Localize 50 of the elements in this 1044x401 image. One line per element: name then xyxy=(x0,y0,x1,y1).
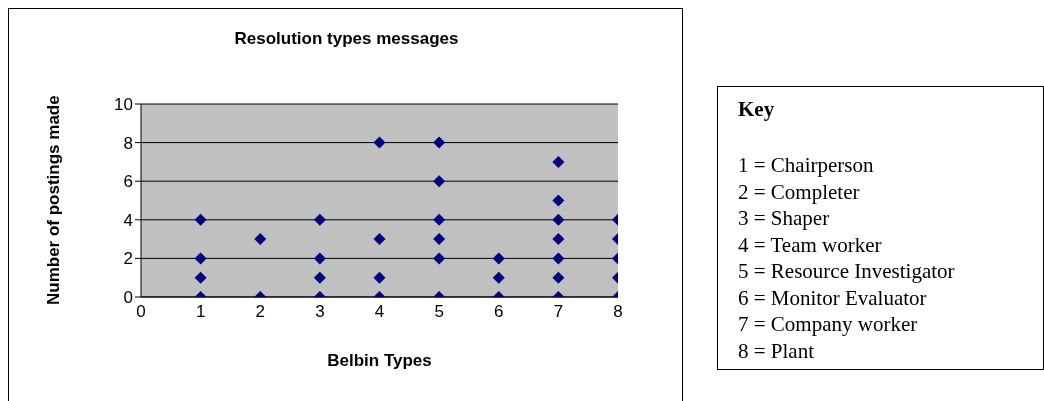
y-tick-label: 2 xyxy=(123,249,133,269)
point xyxy=(313,252,326,265)
x-tick-label: 5 xyxy=(434,302,444,322)
text: 4 = Team worker xyxy=(738,231,883,258)
x-tick-label: 2 xyxy=(255,302,265,322)
y-tick-label: 6 xyxy=(123,172,133,192)
y-tick-label: 10 xyxy=(114,95,133,115)
y-tick-label: 4 xyxy=(123,210,133,230)
point xyxy=(313,271,326,284)
point xyxy=(552,155,565,168)
point xyxy=(373,233,386,246)
point xyxy=(254,233,267,246)
x-tick-label: 7 xyxy=(553,302,564,322)
point xyxy=(194,213,207,226)
text: 8 = Plant xyxy=(738,337,815,364)
point xyxy=(194,252,207,265)
point xyxy=(552,252,565,265)
y-tick-label: 8 xyxy=(123,133,133,153)
text: 7 = Company worker xyxy=(738,311,919,338)
y-axis-title: Number of postings made xyxy=(44,95,64,305)
point xyxy=(433,213,446,226)
x-tick-label: 1 xyxy=(195,302,206,322)
point xyxy=(433,233,446,246)
point xyxy=(433,175,446,188)
x-tick-label: 4 xyxy=(374,302,385,322)
point xyxy=(552,233,565,246)
point xyxy=(194,271,207,284)
point xyxy=(492,271,505,284)
point xyxy=(313,213,326,226)
point xyxy=(433,136,446,149)
x-tick-label: 6 xyxy=(494,302,504,322)
point xyxy=(373,136,386,149)
x-axis-title: Belbin Types xyxy=(326,351,433,371)
x-tick-label: 3 xyxy=(315,302,325,322)
point xyxy=(552,271,565,284)
point xyxy=(492,252,505,265)
y-tick-label: 0 xyxy=(123,288,133,308)
x-tick-label: 0 xyxy=(136,302,146,322)
x-tick-label: 8 xyxy=(613,302,623,322)
text: 1 = Chairperson xyxy=(738,152,875,179)
text: 3 = Shaper xyxy=(738,205,831,232)
point xyxy=(552,194,565,207)
point xyxy=(552,213,565,226)
point xyxy=(373,271,386,284)
text: 5 = Resource Investigator xyxy=(738,258,956,285)
chart-title: Resolution types messages xyxy=(233,29,460,49)
text: Key xyxy=(738,97,776,122)
text: 6 = Monitor Evaluator xyxy=(738,284,928,311)
point xyxy=(433,252,446,265)
text: 2 = Completer xyxy=(738,178,861,205)
